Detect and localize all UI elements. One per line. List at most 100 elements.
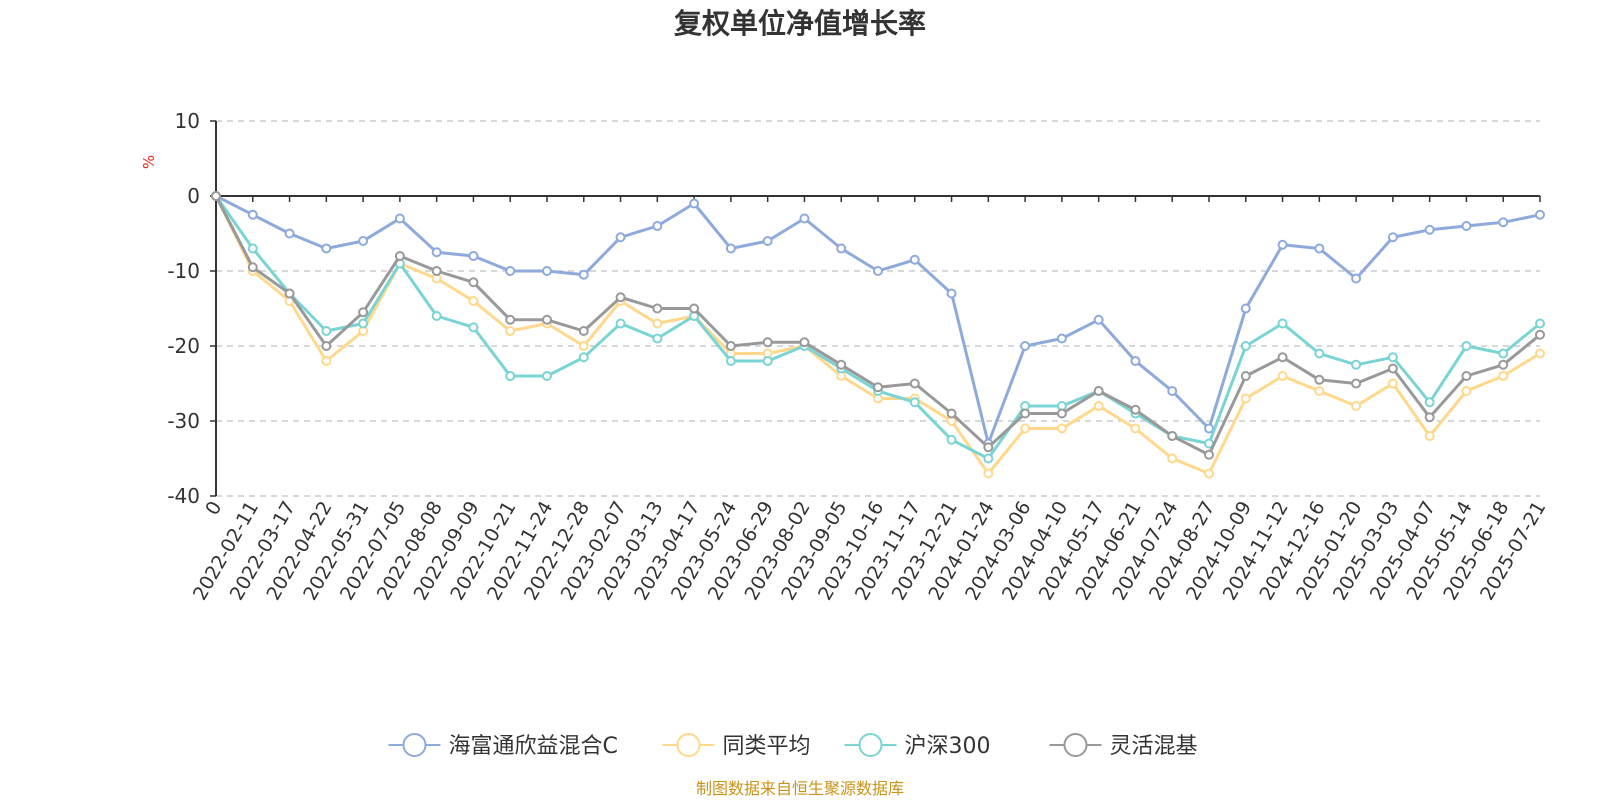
data-point: [1461, 341, 1472, 351]
legend-item: 海富通欣益混合C: [388, 733, 618, 759]
data-point: [542, 371, 552, 381]
data-point: [1461, 386, 1472, 396]
data-point: [836, 359, 847, 370]
data-point: [1167, 386, 1178, 396]
data-point: [431, 311, 442, 321]
data-point: [983, 468, 994, 479]
data-point: [358, 236, 369, 246]
data-point: [983, 453, 994, 464]
data-point: [1424, 397, 1435, 408]
data-point: [652, 318, 663, 329]
data-point: [1314, 243, 1325, 254]
y-tick-label: -20: [167, 334, 200, 358]
series-line: [215, 194, 1541, 445]
data-point: [468, 251, 479, 261]
data-point: [468, 277, 479, 288]
data-point: [725, 243, 736, 254]
data-point: [542, 266, 552, 276]
legend-marker-icon: [858, 733, 883, 757]
data-point: [1498, 371, 1509, 381]
data-point: [505, 314, 516, 325]
legend-item: 灵活混基: [1049, 733, 1198, 759]
data-point: [1020, 423, 1031, 434]
data-point: [873, 382, 883, 393]
data-point: [247, 243, 258, 254]
data-point: [1351, 359, 1362, 370]
legend-item: 同类平均: [662, 733, 811, 759]
data-point: [321, 341, 332, 351]
data-point: [1351, 378, 1362, 389]
data-point: [652, 333, 663, 344]
data-point: [247, 262, 258, 273]
data-point: [1240, 341, 1251, 351]
data-point: [1130, 356, 1141, 366]
y-tick-label: -10: [167, 259, 200, 283]
data-point: [394, 251, 405, 261]
data-point: [1314, 386, 1325, 396]
series-4: [211, 191, 1545, 460]
data-point: [468, 296, 479, 306]
data-point: [578, 352, 589, 363]
legend-label: 灵活混基: [1110, 734, 1198, 759]
grid-lines: [216, 120, 1540, 497]
data-point: [615, 318, 626, 329]
y-tick-label: -40: [167, 484, 200, 508]
data-point: [836, 243, 847, 254]
series-3: [211, 191, 1545, 464]
legend-item: 沪深300: [844, 733, 991, 759]
data-point: [1204, 423, 1214, 434]
data-point: [615, 292, 626, 303]
data-point: [1130, 423, 1141, 434]
data-point: [1167, 453, 1178, 464]
legend: 海富通欣益混合C 同类平均 沪深300 灵活混基: [388, 733, 1198, 759]
data-point: [725, 356, 736, 366]
data-point: [799, 213, 810, 224]
x-tick-label: 0: [201, 498, 226, 519]
data-point: [321, 243, 332, 254]
data-point: [1314, 348, 1325, 359]
data-point: [1461, 371, 1472, 381]
data-point: [909, 378, 920, 389]
data-point: [1240, 303, 1251, 314]
series-1: [211, 191, 1545, 449]
data-point: [505, 326, 516, 336]
series-line: [214, 195, 1541, 475]
legend-marker-icon: [402, 733, 427, 757]
data-point: [505, 266, 516, 276]
data-point: [909, 254, 920, 265]
data-source-note: 制图数据来自恒生聚源数据库: [696, 779, 904, 798]
data-point: [1204, 449, 1214, 460]
data-point: [358, 307, 369, 318]
data-point: [578, 341, 589, 351]
data-point: [762, 356, 773, 366]
series-2: [211, 191, 1545, 479]
chart-title: 复权单位净值增长率: [674, 7, 926, 40]
data-point: [505, 371, 516, 381]
data-point: [247, 209, 258, 220]
y-tick-label: -30: [167, 409, 200, 433]
data-point: [762, 236, 773, 246]
data-point: [542, 314, 552, 325]
data-point: [578, 326, 589, 336]
data-point: [431, 266, 442, 276]
data-point: [1204, 468, 1214, 479]
data-point: [394, 213, 405, 224]
data-point: [1240, 371, 1251, 381]
data-point: [1020, 408, 1031, 419]
data-point: [946, 434, 957, 445]
data-point: [1498, 359, 1509, 370]
data-point: [1093, 314, 1104, 325]
series-lines: [211, 191, 1545, 479]
data-point: [946, 288, 957, 299]
data-point: [1424, 412, 1435, 423]
data-point: [1498, 217, 1509, 228]
data-point: [468, 322, 479, 333]
data-point: [211, 191, 221, 201]
data-point: [1424, 431, 1435, 441]
legend-marker-icon: [676, 733, 701, 757]
series-line: [214, 195, 1541, 457]
data-point: [652, 303, 663, 314]
data-point: [284, 228, 295, 239]
data-point: [725, 341, 736, 351]
